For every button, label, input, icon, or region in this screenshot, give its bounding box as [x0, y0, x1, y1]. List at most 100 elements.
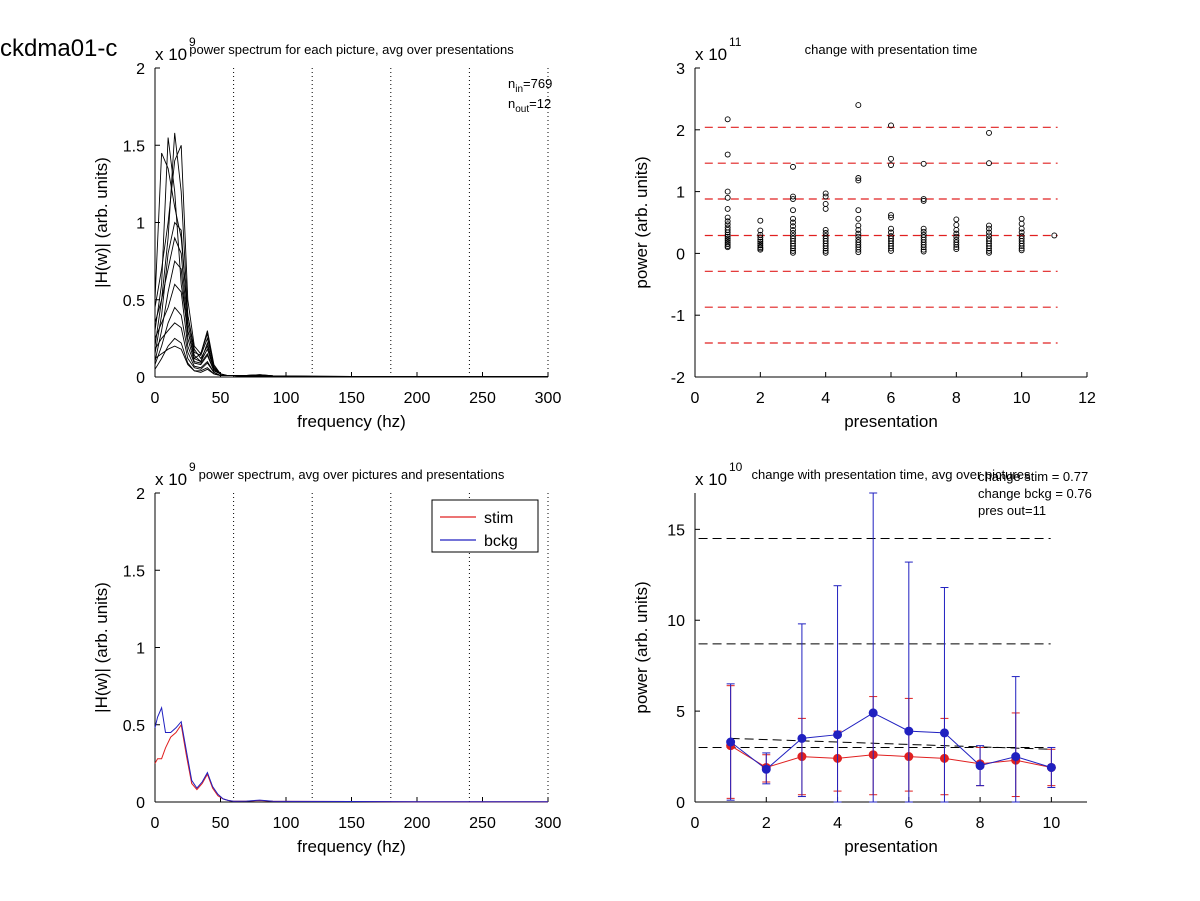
spectrum-line: [154, 137, 548, 378]
y-tick-label: 2: [136, 61, 145, 78]
data-point: [953, 244, 960, 251]
n-in-subscript: in: [515, 84, 523, 95]
data-point: [724, 244, 731, 251]
panel-title: change with presentation time, avg over …: [752, 467, 1031, 482]
x-axis-label: frequency (hz): [297, 412, 406, 431]
data-point: [724, 205, 731, 212]
data-point: [855, 215, 862, 222]
y-tick-label: 0.5: [123, 718, 145, 735]
y-tick-label: 10: [667, 613, 685, 630]
data-point: [1018, 225, 1025, 232]
x-axis-label: frequency (hz): [297, 837, 406, 856]
series-line-stim: [154, 723, 548, 803]
x-axis-label: presentation: [844, 412, 938, 431]
x-tick-label: 300: [535, 815, 562, 832]
y-axis-label: power (arb. units): [632, 581, 651, 713]
data-point: [790, 163, 796, 170]
data-point: [986, 232, 992, 239]
legend-label-bckg: bckg: [484, 533, 518, 550]
series-line-bckg: [730, 712, 1052, 770]
data-point-bckg: [1046, 762, 1056, 772]
y-tick-label: 0: [676, 246, 685, 263]
data-point: [1018, 229, 1025, 236]
y-tick-label: -2: [671, 370, 685, 387]
data-point: [757, 227, 764, 234]
x-tick-label: 100: [273, 390, 300, 407]
data-point: [790, 193, 796, 200]
data-point: [757, 246, 764, 253]
data-point: [724, 214, 731, 221]
y-exponent: 9: [189, 35, 196, 49]
data-point: [724, 237, 731, 244]
data-point: [888, 155, 894, 162]
x-tick-label: 6: [887, 390, 896, 407]
data-point: [986, 225, 992, 232]
y-tick-label: 1: [676, 185, 685, 202]
y-multiplier: x 10: [695, 470, 727, 489]
data-point: [855, 177, 862, 184]
change-annotation: pres out=11: [978, 503, 1046, 518]
x-tick-label: 0: [151, 815, 160, 832]
n-in-annotation: nin=769: [508, 76, 552, 95]
data-point: [920, 244, 927, 251]
data-point: [724, 151, 731, 158]
data-point: [888, 247, 894, 254]
n-out-letter: n: [508, 96, 515, 111]
data-point: [822, 249, 829, 256]
y-tick-label: 1: [136, 641, 145, 658]
y-tick-label: 1: [136, 216, 145, 233]
data-point: [724, 218, 731, 225]
x-tick-label: 2: [762, 815, 771, 832]
data-point: [953, 241, 960, 248]
data-point: [790, 230, 796, 236]
y-exponent: 10: [729, 460, 743, 474]
data-point: [822, 205, 829, 212]
spectrum-line: [154, 145, 548, 378]
data-point-bckg: [726, 737, 736, 747]
data-point-bckg: [975, 761, 985, 771]
x-tick-label: 12: [1078, 390, 1096, 407]
panel-title: change with presentation time: [805, 42, 978, 57]
x-tick-label: 250: [469, 815, 496, 832]
data-point: [920, 197, 927, 204]
x-tick-label: 200: [404, 390, 431, 407]
n-in-letter: n: [508, 76, 515, 91]
power-spectrum-per-picture-axes: 0 50 100 150 200 250 300 0 0.5 1 1.5 2 frequency (hz…: [92, 35, 561, 431]
x-tick-label: 0: [691, 390, 700, 407]
data-point: [790, 215, 796, 222]
x-tick-label: 150: [338, 390, 365, 407]
x-tick-label: 10: [1013, 390, 1031, 407]
data-point: [986, 245, 992, 252]
data-point: [724, 116, 731, 123]
series-line-bckg: [154, 706, 548, 803]
x-tick-label: 4: [821, 390, 830, 407]
y-tick-label: 1.5: [123, 563, 145, 580]
data-point: [920, 246, 927, 253]
data-point: [920, 196, 927, 202]
x-axis-label: presentation: [844, 837, 938, 856]
y-axis-label: |H(w)| (arb. units): [92, 582, 111, 713]
data-point: [888, 122, 894, 129]
legend-box: [431, 499, 539, 553]
y-exponent: 9: [189, 460, 196, 474]
data-point: [822, 247, 829, 254]
data-point-bckg: [797, 733, 807, 743]
data-point: [953, 222, 960, 228]
n-in-value: =769: [523, 76, 552, 91]
spectrum-line: [154, 236, 548, 378]
data-point: [724, 229, 731, 236]
spectrum-line: [154, 132, 548, 378]
change-annotation: change bckg = 0.76: [978, 486, 1092, 501]
data-point: [790, 249, 796, 256]
data-point: [822, 193, 829, 200]
x-tick-label: 0: [691, 815, 700, 832]
y-tick-label: -1: [671, 308, 685, 325]
data-point-bckg: [904, 726, 914, 736]
data-point: [888, 162, 894, 168]
data-point: [1018, 247, 1025, 254]
data-point: [822, 230, 829, 236]
data-point: [986, 129, 992, 136]
data-point: [790, 207, 796, 214]
y-multiplier: x 10: [695, 45, 727, 64]
